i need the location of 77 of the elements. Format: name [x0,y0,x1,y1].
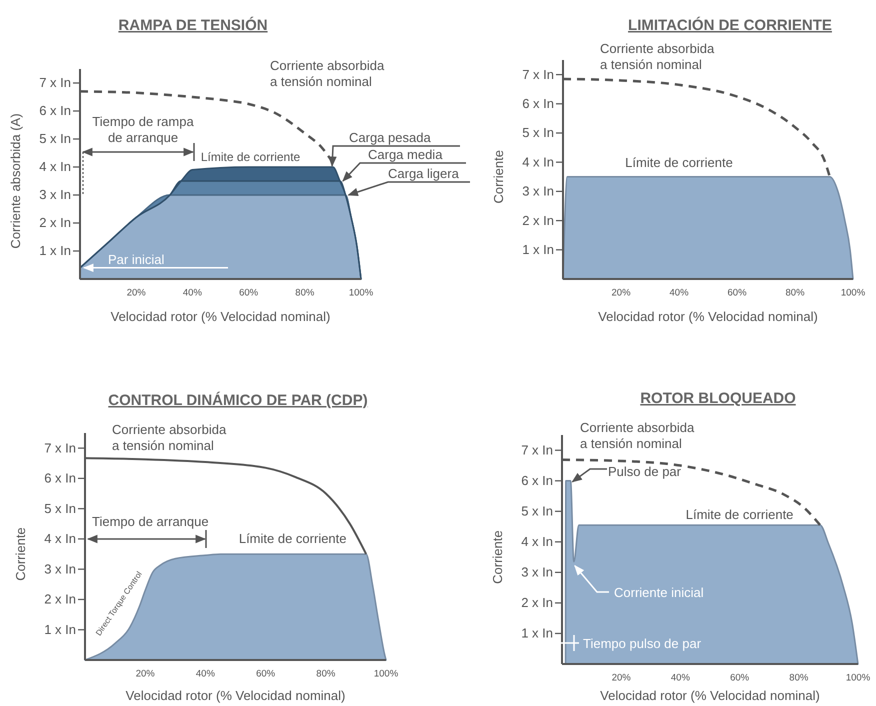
y-tick-label: 2 x In [39,215,71,230]
y-tick-label: 5 x In [44,500,76,516]
x-tick-label: 80% [789,672,809,684]
annotation: Límite de corriente [200,150,301,164]
chart-title: LIMITACIÓN DE CORRIENTE [628,16,832,34]
annotation: Tiempo de arranque [92,514,209,529]
y-tick-label: 6 x In [522,96,554,111]
y-tick-label: 7 x In [44,440,76,456]
annotation: Tiempo de rampa de arranque [92,114,194,145]
y-tick-label: 3 x In [44,561,76,576]
y-tick-label: 4 x In [521,534,553,550]
annotation: Carga pesada [349,130,432,145]
y-tick-label: 7 x In [522,66,554,82]
x-tick-label: 20% [136,668,156,680]
y-tick-label: 4 x In [522,154,554,170]
y-tick-label: 5 x In [522,125,554,140]
x-tick-label: 60% [727,288,748,299]
x-axis-title: Velocidad rotor (% Velocidad nominal) [600,688,820,703]
x-tick-label: 20% [126,288,146,299]
x-tick-label: 40% [196,668,216,680]
y-axis-title: Corriente absorbida (A) [8,113,23,249]
y-tick-label: 5 x In [521,503,553,518]
y-tick-label: 1 x In [39,243,71,258]
annotation: Par inicial [108,252,164,267]
y-tick-label: 2 x In [44,592,76,607]
x-tick-label: 40% [670,672,690,684]
y-tick-label: 7 x In [521,442,553,458]
y-tick-label: 3 x In [39,187,71,202]
annotation: Corriente inicial [614,585,704,600]
y-tick-label: 2 x In [522,212,554,228]
annotation: Corriente absorbida a tensión nominal [600,41,715,72]
x-tick-label: 100% [846,672,871,684]
chart-title: CONTROL DINÁMICO DE PAR (CDP) [108,391,368,409]
y-tick-label: 3 x In [522,184,554,199]
x-tick-label: 100% [348,288,374,299]
annotation: Tiempo pulso de par [583,636,702,651]
y-tick-label: 2 x In [521,595,553,610]
annotation: Límite de corriente [686,507,794,522]
x-tick-label: 80% [316,668,336,680]
annotation: Carga media [368,147,444,162]
x-tick-label: 20% [611,288,632,299]
x-axis-title: Velocidad rotor (% Velocidad nominal) [110,309,330,324]
x-tick-label: 40% [669,288,690,299]
annotation: Límite de corriente [238,531,347,546]
y-tick-label: 1 x In [521,626,553,641]
y-tick-label: 1 x In [44,622,76,637]
y-tick-label: 6 x In [44,470,76,486]
chart-title: RAMPA DE TENSIÓN [118,16,268,34]
annotation: Carga ligera [388,166,460,181]
y-axis-title: Corriente [491,150,506,204]
y-tick-label: 5 x In [39,131,71,146]
x-axis-title: Velocidad rotor (% Velocidad nominal) [126,688,346,703]
annotation: Corriente absorbida a tensión nominal [112,422,227,453]
x-tick-label: 60% [239,288,259,299]
chart-title: ROTOR BLOQUEADO [640,390,796,407]
y-tick-label: 3 x In [521,564,553,580]
x-tick-label: 100% [840,288,866,299]
x-tick-label: 60% [256,668,276,680]
y-axis-title: Corriente [490,530,505,584]
y-tick-label: 4 x In [39,159,71,174]
annotation: Corriente absorbida a tensión nominal [270,58,385,89]
x-axis-title: Velocidad rotor (% Velocidad nominal) [598,309,818,324]
y-tick-label: 4 x In [44,531,76,546]
y-tick-label: 1 x In [522,242,554,257]
y-tick-label: 7 x In [39,75,71,90]
x-tick-label: 40% [182,288,202,299]
annotation: Límite de corriente [625,154,733,170]
annotation: Pulso de par [608,464,682,479]
x-tick-label: 20% [612,672,632,684]
x-tick-label: 80% [295,288,315,299]
y-tick-label: 6 x In [521,472,553,488]
y-axis-title: Corriente [13,527,28,581]
annotation: Corriente absorbida a tensión nominal [580,420,695,451]
x-tick-label: 60% [730,672,750,684]
y-tick-label: 6 x In [39,103,71,118]
x-tick-label: 80% [785,288,806,299]
x-tick-label: 100% [374,668,399,680]
